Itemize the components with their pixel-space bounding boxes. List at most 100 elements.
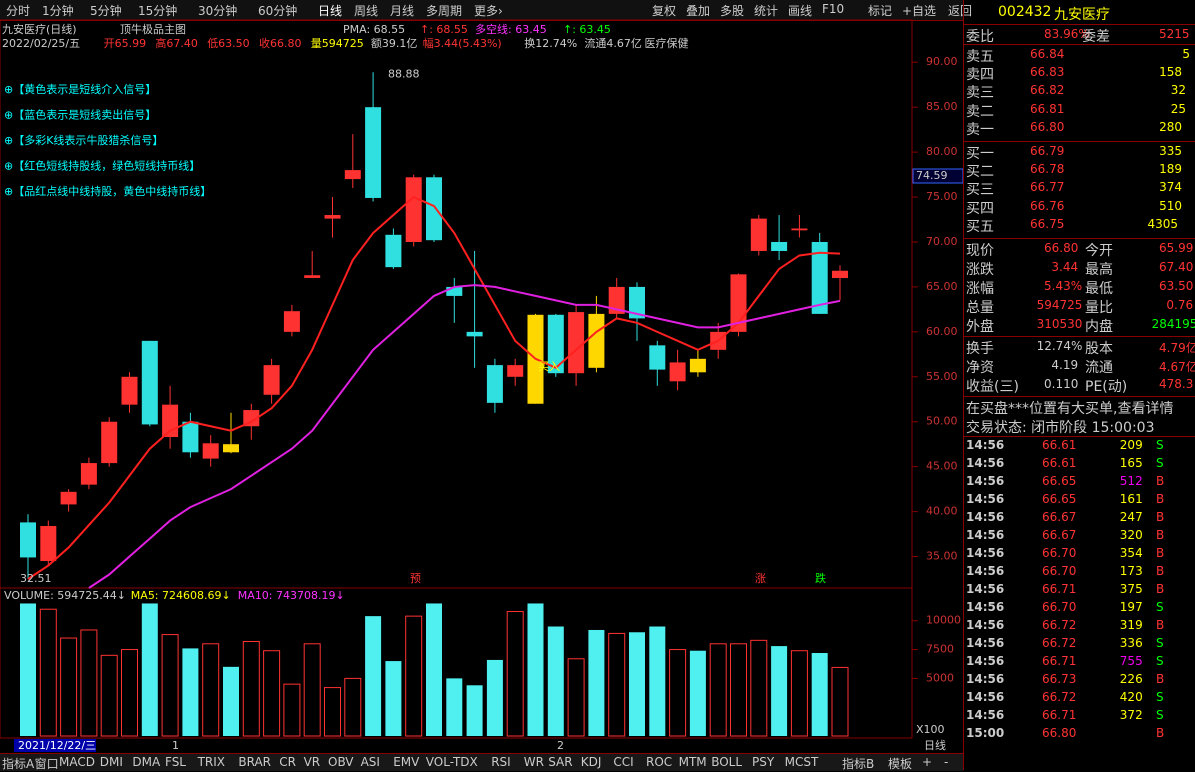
toolbar-button[interactable]: 统计 [754,4,779,18]
toolbar-tab[interactable]: 多周期 [426,4,463,18]
indicator-tab[interactable]: BRAR [238,755,272,769]
volume-bar [202,643,220,737]
toolbar-button[interactable]: 返回 [948,4,973,18]
candle-body [344,170,361,180]
y-tick-label: 40.00 [926,505,958,518]
volume-bar [730,643,747,737]
indicator-tab[interactable]: TRIX [197,755,226,769]
book-price: 66.80 [1030,119,1065,134]
indicator-tab[interactable]: BOLL [711,755,743,769]
volume-bar [324,687,341,737]
stat-value: 65.99 [1159,241,1194,255]
indicator-tab[interactable]: PSY [752,755,775,769]
indicator-tab[interactable]: CR [279,755,296,769]
month-label: 1 [172,739,179,752]
toolbar-tab[interactable]: 日线 [318,4,343,18]
indicator-tab[interactable]: 指标B [842,757,875,771]
info-text: 开65.99 [104,37,147,50]
annotation: 88.88 [388,67,420,80]
tick-side: S [1156,654,1164,668]
toolbar-button[interactable]: 画线 [788,4,813,18]
stat-value: 5.43% [1044,279,1083,293]
tick-price: 66.71 [1042,654,1077,668]
toolbar-button[interactable]: 叠加 [686,4,711,18]
indicator-tab[interactable]: ROC [646,755,673,769]
volume-bar [182,648,199,736]
stat-label: 最高 [1085,262,1113,278]
tick-volume: 420 [1119,690,1143,704]
indicator-tab[interactable]: 模板 [888,757,913,771]
stat-value: 284195 [1151,317,1195,331]
toolbar-tab[interactable]: 周线 [354,4,379,18]
indicator-tab[interactable]: DMA [132,755,161,769]
toolbar-button[interactable]: 复权 [652,4,677,18]
toolbar-tab[interactable]: 月线 [390,4,415,18]
stat-label: 股本 [1085,341,1113,357]
date-label: 2021/12/22/三 [18,739,96,752]
indicator-tab[interactable]: SAR [548,755,573,769]
volume-bar [242,640,260,737]
candle-body [263,365,280,395]
volume-frame [0,587,913,739]
indicator-tab[interactable]: EMV [393,755,420,769]
indicator-tab[interactable]: FSL [165,755,186,769]
indicator-tab[interactable]: WR [523,755,544,769]
stat-label: 最低 [1085,281,1113,297]
book-price: 66.75 [1030,216,1065,231]
volume-bar [283,683,301,737]
stat-value: 66.80 [1044,241,1079,255]
indicator-tab[interactable]: MTM [678,755,707,769]
toolbar-tab[interactable]: 5分钟 [90,4,122,18]
divider [964,238,1195,239]
toolbar-button[interactable]: 标记 [868,4,893,18]
indicator-tab[interactable]: RSI [491,755,511,769]
header-text: 九安医疗(日线) [2,22,77,36]
toolbar-button[interactable]: +自选 [902,4,937,18]
indicator-tab[interactable]: VR [303,755,321,769]
signal-note: ⊕【红色短线持股线，绿色短线持币线】 [4,159,200,173]
book-volume: 4305 [1147,216,1178,231]
stat-label: 总量 [966,300,994,316]
stat-value: 310530 [1036,317,1083,331]
indicator-tab[interactable]: DMI [99,755,123,769]
candle-body [811,241,828,314]
tick-price: 66.67 [1042,510,1077,524]
indicator-tab[interactable]: VOL-TDX [425,755,478,769]
tick-time: 14:56 [966,456,1005,470]
indicator-tab[interactable]: ASI [360,755,380,769]
indicator-tab[interactable]: - [944,755,949,769]
toolbar-tab[interactable]: 分时 [6,4,31,18]
candle-body [141,340,158,425]
annotation: 跌 [815,571,826,585]
stat-value: 3.44 [1051,260,1079,274]
tick-volume: 320 [1119,528,1143,542]
indicator-tab[interactable]: MACD [59,755,95,769]
annotation: 预 [410,572,421,585]
toolbar-tab[interactable]: 15分钟 [138,4,178,18]
stat-label: 量比 [1085,300,1113,316]
tick-price: 66.65 [1042,492,1077,506]
toolbar-tab[interactable]: 1分钟 [42,4,74,18]
indicator-tab[interactable]: 指标A [2,757,35,771]
indicator-tab[interactable]: KDJ [580,755,602,769]
indicator-tab[interactable]: 窗口 [34,757,59,771]
toolbar-tab[interactable]: 30分钟 [198,4,238,18]
signal-note: ⊕【品红点线中线持股，黄色中线持币线】 [4,184,211,198]
tick-volume: 336 [1119,636,1143,650]
indicator-tab[interactable]: + [922,755,933,769]
indicator-tab[interactable]: OBV [328,755,354,769]
candle-body [547,314,564,374]
notice[interactable]: 在买盘***位置有大买单,查看详情 [966,401,1174,417]
candle-body [283,311,300,332]
book-volume: 335 [1159,144,1182,158]
toolbar-button[interactable]: 多股 [720,4,745,18]
tick-volume: 173 [1119,564,1143,578]
toolbar-tab[interactable]: 更多› [474,4,503,18]
indicator-tab[interactable]: MCST [784,755,819,769]
tick-price: 66.67 [1042,528,1077,542]
toolbar-tab[interactable]: 60分钟 [258,4,298,18]
toolbar-button[interactable]: F10 [822,2,845,16]
stat-value: 4.79亿 [1159,341,1195,355]
info-text: 低63.50 [207,37,250,50]
indicator-tab[interactable]: CCI [613,755,634,769]
